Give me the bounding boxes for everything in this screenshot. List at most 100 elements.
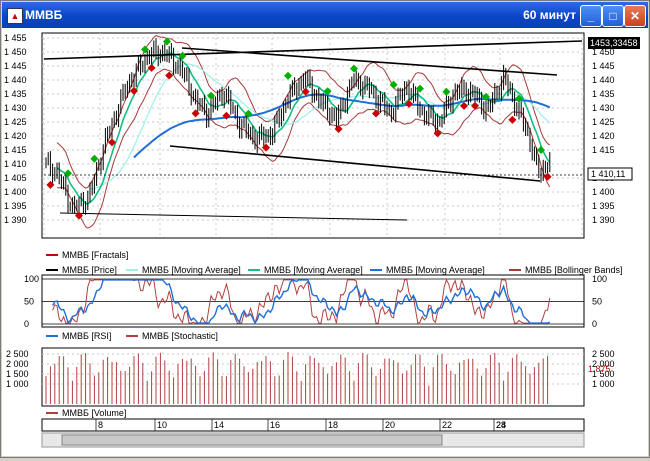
x-axis: [41, 418, 585, 432]
close-button[interactable]: ✕: [624, 5, 646, 27]
y-tick-label: 1 445: [592, 61, 615, 71]
title-bar[interactable]: ▲ ММВБ 60 минут _ □ ✕: [2, 2, 648, 28]
price-bars: [45, 38, 551, 216]
y-tick-label: 1 450: [4, 47, 27, 57]
legend-label: ММВБ [Fractals]: [62, 250, 128, 260]
x-tick-label: 14: [214, 420, 224, 430]
legend-label: ММВБ [Bollinger Bands]: [525, 265, 622, 275]
fractal-down-marker: [46, 180, 55, 189]
oscillator-panel[interactable]: [41, 274, 585, 328]
y-tick-label: 1 415: [592, 145, 615, 155]
y-tick-label: 1 435: [592, 89, 615, 99]
fractal-down-marker: [262, 143, 270, 152]
y-tick-label: 100: [24, 274, 39, 284]
fractal-up-marker: [416, 84, 424, 93]
price-y-axis: 1 455 1 450 1 445 1 440 1 435 1 430 1 425 1 420…: [4, 33, 27, 225]
y-tick-label: 0: [24, 319, 29, 329]
fractal-markers: [46, 37, 552, 220]
legend-label: ММВБ [Volume]: [62, 408, 126, 418]
y-tick-label: 1 425: [592, 117, 615, 127]
fractal-down-marker: [108, 138, 116, 147]
fractal-down-marker: [508, 115, 517, 124]
fractal-down-marker: [165, 71, 174, 80]
y-tick-label: 50: [24, 297, 34, 307]
fractal-down-marker: [543, 172, 552, 181]
y-tick-label: 0: [592, 319, 597, 329]
fractal-down-marker: [222, 111, 231, 120]
fractal-up-marker: [515, 94, 523, 103]
y-tick-label: 1 000: [6, 379, 29, 389]
y-tick-label: 1 000: [592, 379, 615, 389]
y-tick-label: 2 000: [592, 359, 615, 369]
y-tick-label: 1 440: [592, 75, 615, 85]
fractal-down-marker: [147, 63, 156, 72]
y-tick-label: 1 445: [4, 61, 27, 71]
legend-label: ММВБ [Price]: [62, 265, 117, 275]
x-tick-label: 16: [270, 420, 280, 430]
y-tick-label: 1 425: [4, 117, 27, 127]
y-tick-label: 2 000: [6, 359, 29, 369]
legend-label: ММВБ [Moving Average]: [264, 265, 363, 275]
y-tick-label: 1 420: [592, 131, 615, 141]
fractal-up-marker: [284, 71, 292, 80]
current-volume-label: 1 875: [588, 364, 611, 374]
y-tick-label: 1 420: [4, 131, 27, 141]
fractal-down-marker: [334, 125, 343, 134]
volume-bars: [45, 352, 549, 404]
fractal-up-marker: [178, 51, 187, 60]
scrollbar-thumb[interactable]: [61, 434, 443, 446]
timeframe-label: 60 минут: [523, 8, 576, 22]
fractal-down-marker: [75, 211, 83, 220]
y-tick-label: 100: [592, 274, 607, 284]
y-tick-label: 1 430: [4, 103, 27, 113]
trend-line[interactable]: [169, 145, 541, 182]
x-tick-label: 8: [98, 420, 103, 430]
oscillator-lines: [51, 278, 551, 325]
legend-label: ММВБ [Moving Average]: [386, 265, 485, 275]
fractal-down-marker: [405, 99, 413, 108]
x-tick-label: 20: [385, 420, 395, 430]
x-tick-label: 18: [328, 420, 338, 430]
moving-average-line: [133, 93, 551, 159]
trend-line[interactable]: [181, 47, 558, 76]
trend-line[interactable]: [43, 40, 583, 60]
stock-chart[interactable]: 1 455 1 450 1 445 1 440 1 435 1 430 1 425 1 420…: [2, 28, 648, 456]
x-tick-label: 24: [496, 420, 506, 430]
x-tick-label: 22: [442, 420, 452, 430]
fractal-down-marker: [301, 87, 310, 96]
rsi-line: [51, 279, 551, 325]
fractal-up-marker: [442, 87, 451, 96]
oscillator-grid: 100 100 50 50 0 0: [24, 274, 607, 329]
y-tick-label: 1 455: [4, 33, 27, 43]
legend-label: ММВБ [Moving Average]: [142, 265, 241, 275]
fractal-up-marker: [350, 64, 358, 73]
trend-line[interactable]: [59, 212, 408, 221]
y-tick-label: 50: [592, 297, 602, 307]
y-tick-label: 1 430: [592, 103, 615, 113]
fractal-up-marker: [90, 154, 99, 163]
window-title: ММВБ: [25, 8, 63, 22]
chart-area[interactable]: 1 455 1 450 1 445 1 440 1 435 1 430 1 425 1 420…: [2, 28, 648, 456]
last-price-tag: [587, 167, 633, 181]
y-tick-label: 1 400: [4, 187, 27, 197]
volume-panel[interactable]: [41, 347, 585, 407]
y-tick-label: 1 405: [4, 173, 27, 183]
y-tick-label: 1 400: [592, 187, 615, 197]
fractal-up-marker: [244, 109, 253, 118]
fractal-down-marker: [130, 86, 138, 95]
minimize-button[interactable]: _: [580, 5, 602, 27]
current-price-tag: [588, 37, 640, 49]
y-tick-label: 1 435: [4, 89, 27, 99]
maximize-button[interactable]: □: [602, 5, 624, 27]
y-tick-label: 2 500: [6, 349, 29, 359]
fractal-up-marker: [64, 169, 72, 178]
bollinger-lower: [56, 68, 551, 229]
fractal-up-marker: [389, 80, 398, 89]
fractal-up-marker: [207, 91, 215, 100]
y-tick-label: 1 390: [592, 215, 615, 225]
y-tick-label: 1 500: [592, 369, 615, 379]
chart-app-icon: ▲: [7, 8, 23, 24]
fractal-down-marker: [460, 101, 468, 110]
